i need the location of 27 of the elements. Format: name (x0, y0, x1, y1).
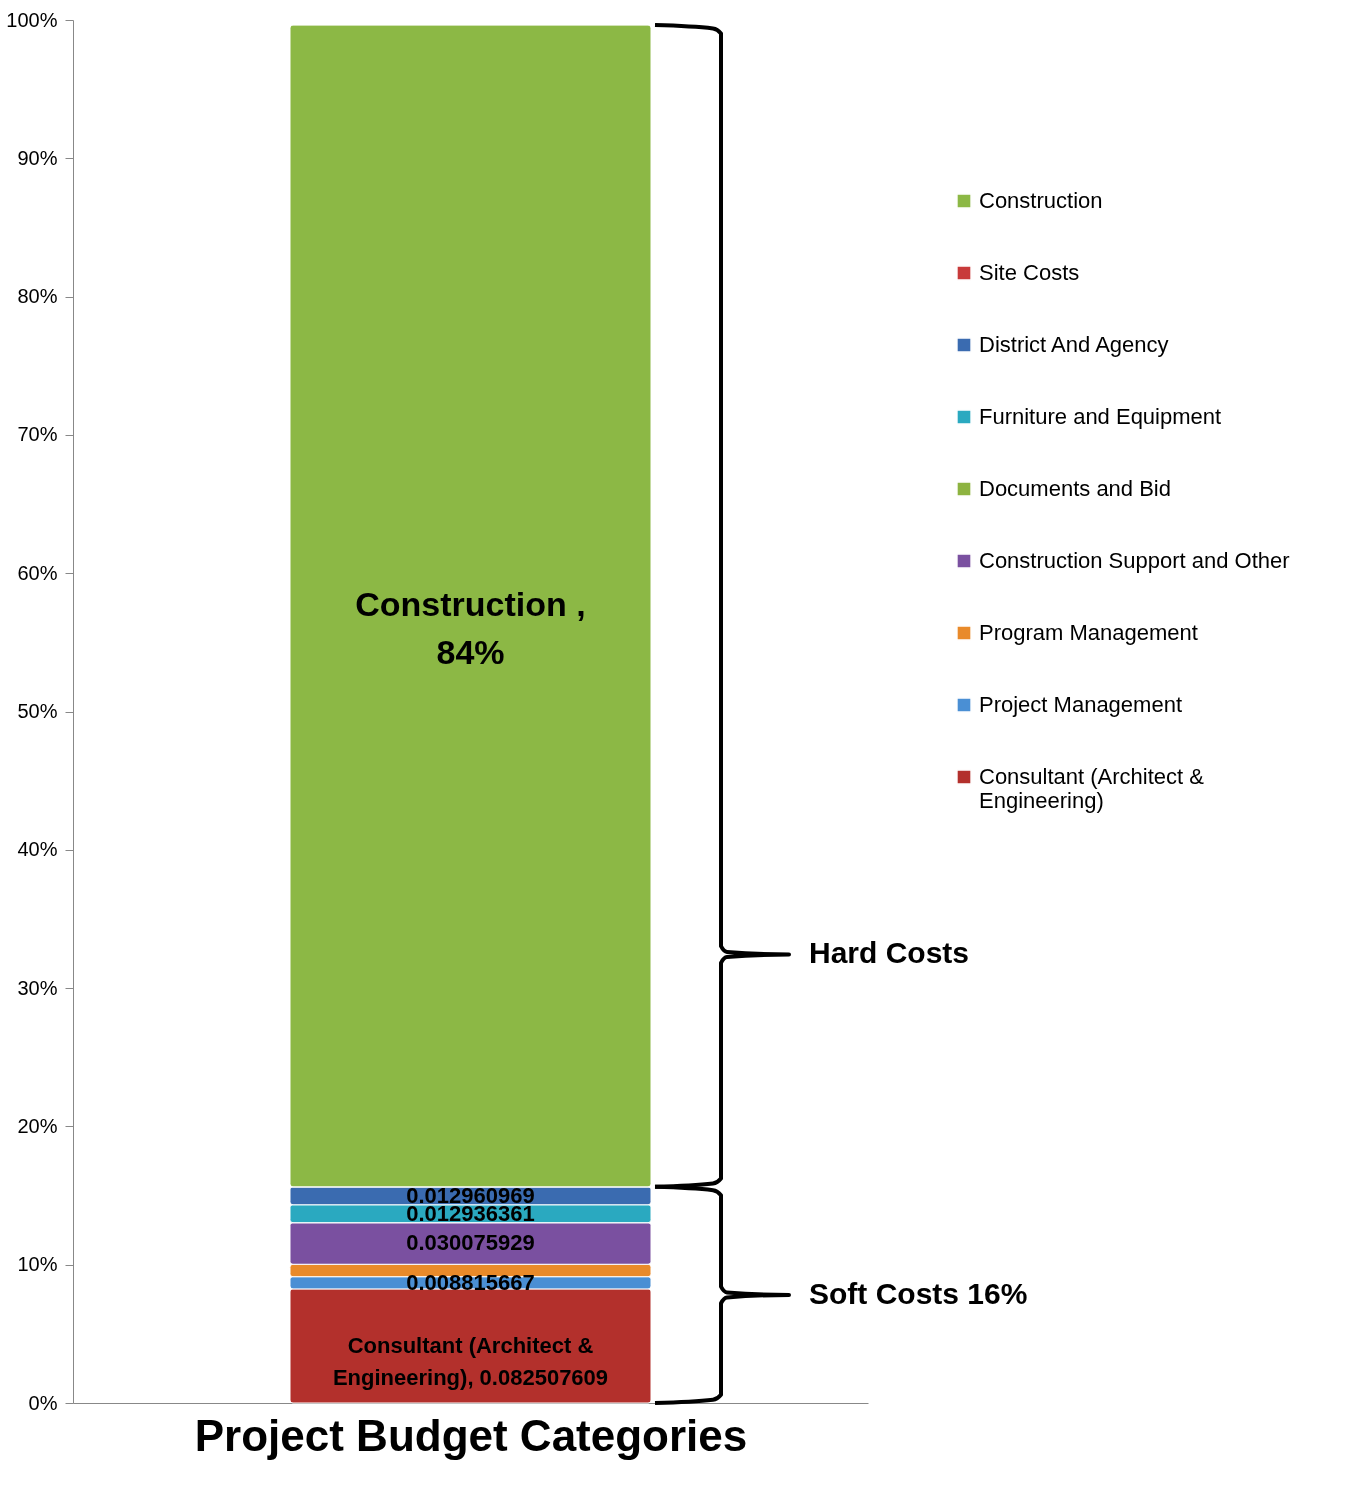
data-label: Consultant (Architect & Engineering), 0.082507609 (332, 1332, 609, 1390)
legend-label: Construction Support and Other (979, 548, 1290, 573)
legend-label: District And Agency (979, 332, 1169, 357)
text: Hard Costs (809, 936, 970, 970)
data-label: Construction , 84% (355, 584, 586, 671)
y-tick-label: 70% (17, 423, 58, 446)
y-tick-label: 80% (17, 285, 58, 308)
y-tick-label: 60% (17, 561, 58, 584)
legend-label: Project Management (979, 692, 1182, 717)
y-tick-label: 100% (6, 8, 58, 31)
y-tick-label: 20% (17, 1114, 58, 1137)
y-tick-label: 0% (28, 1391, 58, 1414)
legend-label: Documents and Bid (979, 476, 1171, 501)
text: Soft Costs 16% (809, 1276, 1028, 1310)
y-tick-label: 90% (17, 146, 58, 169)
legend-label: Site Costs (979, 260, 1080, 285)
legend-label: Program Management (979, 620, 1198, 645)
legend-label: Construction (979, 188, 1103, 213)
y-tick-label: 30% (17, 976, 58, 999)
y-tick-label: 40% (17, 838, 58, 861)
legend-label: Consultant (Architect & Engineering) (979, 764, 1205, 813)
legend-label: Furniture and Equipment (979, 404, 1222, 429)
y-tick-label: 50% (17, 700, 58, 722)
x-axis-title: Project Budget Categories (194, 1410, 748, 1460)
y-tick-label: 10% (17, 1253, 58, 1276)
data-label: 0.008815667 (406, 1269, 535, 1295)
data-label: 0.030075929 (406, 1230, 535, 1256)
